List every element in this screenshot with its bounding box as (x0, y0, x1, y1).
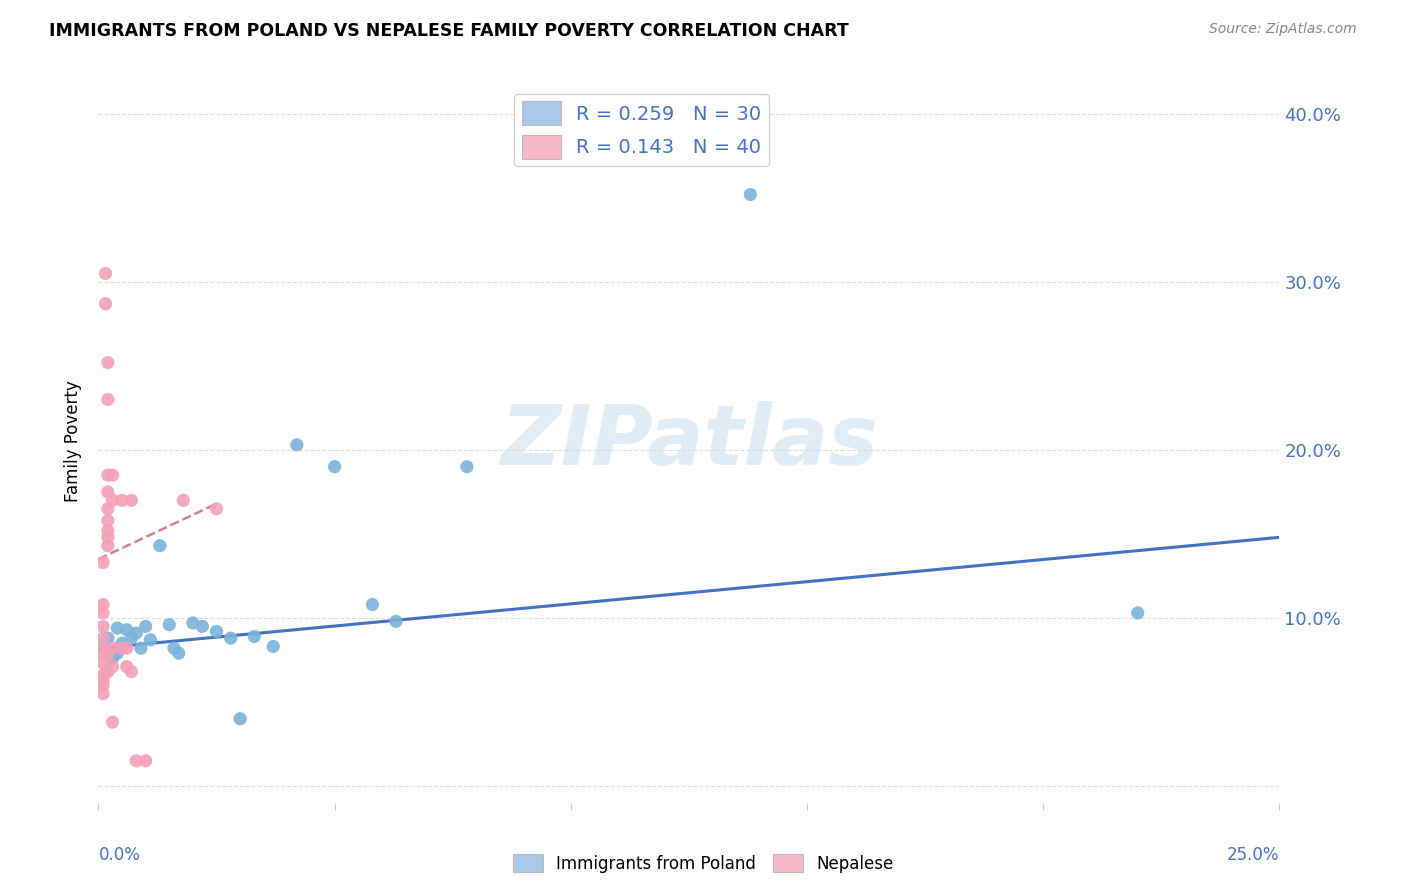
Point (101, 468, 124, 483)
Point (97, 530, 120, 544)
Point (97, 501, 120, 516)
Text: 0.0%: 0.0% (98, 847, 141, 864)
Point (91, 678, 114, 692)
Point (740, 187, 762, 202)
Point (323, 459, 346, 474)
Point (229, 712, 252, 726)
Point (97, 539, 120, 553)
Y-axis label: Family Poverty: Family Poverty (65, 381, 83, 502)
Point (97, 514, 120, 528)
Point (97, 648, 120, 662)
Point (205, 624, 228, 639)
Legend: Immigrants from Poland, Nepalese: Immigrants from Poland, Nepalese (506, 847, 900, 880)
Point (105, 621, 128, 635)
Point (191, 619, 214, 633)
Point (121, 665, 143, 679)
Point (91, 598, 114, 612)
Text: Source: ZipAtlas.com: Source: ZipAtlas.com (1209, 22, 1357, 37)
Point (97, 468, 120, 483)
Point (121, 493, 143, 508)
Point (101, 641, 124, 656)
Point (111, 636, 134, 650)
Point (139, 632, 162, 647)
Point (115, 641, 138, 656)
Point (101, 651, 124, 665)
Point (129, 641, 152, 656)
Point (111, 493, 134, 508)
Point (111, 641, 134, 656)
Point (91, 687, 114, 701)
Point (91, 648, 114, 662)
Point (97, 631, 120, 645)
Text: ZIPatlas: ZIPatlas (501, 401, 877, 482)
Point (385, 615, 408, 629)
Point (115, 659, 138, 673)
Point (205, 501, 228, 516)
Point (91, 668, 114, 682)
Point (172, 493, 194, 508)
Point (361, 598, 384, 612)
Point (91, 673, 114, 687)
Point (105, 646, 128, 660)
Point (101, 715, 124, 730)
Point (125, 754, 148, 768)
Point (181, 615, 204, 630)
Point (243, 630, 266, 644)
Point (125, 626, 148, 640)
Point (91, 636, 114, 650)
Point (91, 631, 114, 645)
Text: 25.0%: 25.0% (1227, 847, 1279, 864)
Point (456, 459, 478, 474)
Point (285, 438, 308, 452)
Point (91, 619, 114, 633)
Point (101, 659, 124, 673)
Point (94, 267, 117, 281)
Point (91, 641, 114, 656)
Point (115, 623, 138, 637)
Point (91, 606, 114, 620)
Point (163, 641, 186, 656)
Point (91, 556, 114, 570)
Point (1126, 606, 1149, 620)
Text: IMMIGRANTS FROM POLAND VS NEPALESE FAMILY POVERTY CORRELATION CHART: IMMIGRANTS FROM POLAND VS NEPALESE FAMIL… (49, 22, 849, 40)
Point (97, 524, 120, 538)
Point (97, 485, 120, 500)
Point (157, 617, 180, 632)
Point (262, 640, 284, 654)
Point (219, 631, 242, 645)
Point (97, 392, 120, 407)
Point (135, 754, 157, 768)
Point (149, 539, 172, 553)
Point (167, 646, 190, 660)
Point (97, 665, 120, 679)
Point (101, 493, 124, 508)
Point (135, 619, 157, 633)
Point (94, 297, 117, 311)
Point (121, 631, 143, 645)
Point (91, 657, 114, 671)
Point (97, 355, 120, 369)
Legend: R = 0.259   N = 30, R = 0.143   N = 40: R = 0.259 N = 30, R = 0.143 N = 40 (515, 94, 769, 166)
